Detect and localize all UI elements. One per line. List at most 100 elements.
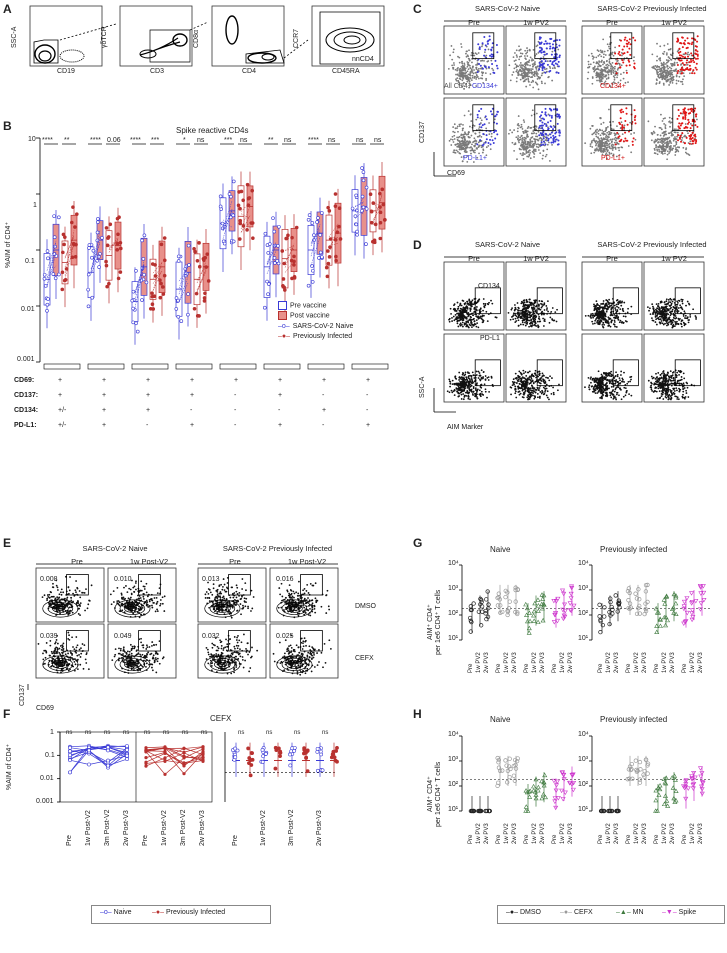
flow-highlight-dot (619, 39, 622, 42)
b-group-bracket (131, 363, 169, 370)
flow-dot (668, 145, 671, 148)
flow-dot (626, 311, 629, 314)
flow-dot (610, 144, 613, 147)
flow-dot (446, 390, 449, 393)
flow-dot (591, 77, 594, 79)
flow-highlight-dot (682, 117, 685, 120)
flow-dot (590, 140, 593, 143)
flow-highlight-dot (556, 113, 559, 116)
flow-dot (518, 73, 520, 76)
flow-highlight-dot (486, 42, 489, 45)
flow-dot (670, 306, 672, 309)
marker-cell: + (190, 392, 195, 399)
flow-dot (469, 146, 471, 149)
flow-dot (515, 54, 518, 57)
b-point (187, 263, 191, 267)
flow-dot (656, 68, 659, 71)
flow-dot (451, 64, 454, 67)
flow-dot (525, 130, 528, 133)
flow-dot (615, 155, 618, 158)
b-pair-line (310, 228, 321, 244)
flow-dot (467, 68, 470, 71)
b-point (378, 220, 383, 225)
flow-dot (673, 314, 676, 317)
flow-dot (599, 141, 602, 144)
flow-dot (624, 315, 627, 318)
flow-dot (602, 315, 605, 317)
flow-dot (552, 393, 555, 396)
flow-dot (477, 77, 480, 80)
flow-dot (673, 61, 676, 64)
flow-dot (491, 383, 494, 386)
flow-dot (659, 146, 661, 149)
b-point (360, 166, 364, 170)
flow-dot (453, 131, 456, 134)
flow-dot (670, 304, 673, 306)
flow-dot (616, 60, 619, 63)
flow-dot (680, 70, 683, 73)
flow-dot (473, 69, 475, 71)
flow-dot (515, 80, 518, 83)
flow-dot (664, 152, 666, 155)
flow-dot (453, 149, 455, 152)
b-point (104, 259, 108, 264)
flow-dot (476, 69, 479, 72)
flow-highlight-dot (687, 118, 690, 121)
flow-dot (527, 307, 529, 310)
flow-dot (676, 149, 679, 152)
flow-dot (664, 71, 667, 74)
flow-dot (601, 129, 604, 132)
flow-dot (486, 396, 488, 399)
flow-dot (467, 133, 470, 136)
flow-dot (674, 148, 677, 151)
flow-dot (455, 382, 458, 385)
flow-dot (462, 123, 464, 126)
flow-highlight-dot (549, 133, 552, 136)
flow-dot (647, 120, 650, 123)
flow-dot (475, 308, 478, 311)
b-point (158, 278, 162, 282)
b-point (364, 242, 368, 246)
flow-dot (589, 314, 592, 317)
flow-dot (465, 144, 467, 146)
flow-dot (522, 130, 525, 133)
flow-dot (470, 391, 473, 393)
flow-dot (485, 54, 488, 57)
flow-highlight-dot (544, 60, 547, 63)
flow-dot (617, 306, 620, 309)
flow-dot (648, 309, 650, 312)
flow-dot (526, 312, 529, 315)
flow-dot (603, 305, 606, 308)
flow-dot (463, 389, 466, 392)
flow-dot (451, 391, 454, 394)
flow-dot (602, 149, 605, 152)
flow-dot (653, 147, 656, 150)
flow-dot (484, 303, 487, 305)
flow-highlight-dot (541, 127, 544, 130)
flow-highlight-dot (690, 60, 693, 63)
flow-dot (602, 309, 604, 312)
b-pair-line (266, 242, 277, 263)
flow-highlight-dot (543, 42, 546, 45)
flow-dot (531, 309, 534, 312)
flow-dot (684, 123, 687, 125)
flow-highlight-dot (616, 131, 619, 134)
flow-highlight-dot (545, 52, 548, 55)
b-point (316, 216, 320, 220)
flow-dot (605, 154, 607, 157)
flow-dot (449, 380, 452, 383)
flow-dot (630, 133, 632, 135)
flow-highlight-dot (625, 64, 628, 67)
b-point (236, 203, 241, 208)
flow-dot (671, 149, 674, 151)
flow-dot (587, 54, 590, 57)
flow-dot (478, 389, 481, 392)
flow-highlight-dot (488, 35, 491, 38)
flow-highlight-dot (483, 65, 486, 68)
flow-dot (534, 369, 537, 372)
flow-dot (666, 308, 669, 310)
flow-dot (672, 69, 675, 72)
flow-dot (671, 64, 674, 67)
flow-dot (661, 142, 663, 144)
b-point (222, 241, 227, 246)
